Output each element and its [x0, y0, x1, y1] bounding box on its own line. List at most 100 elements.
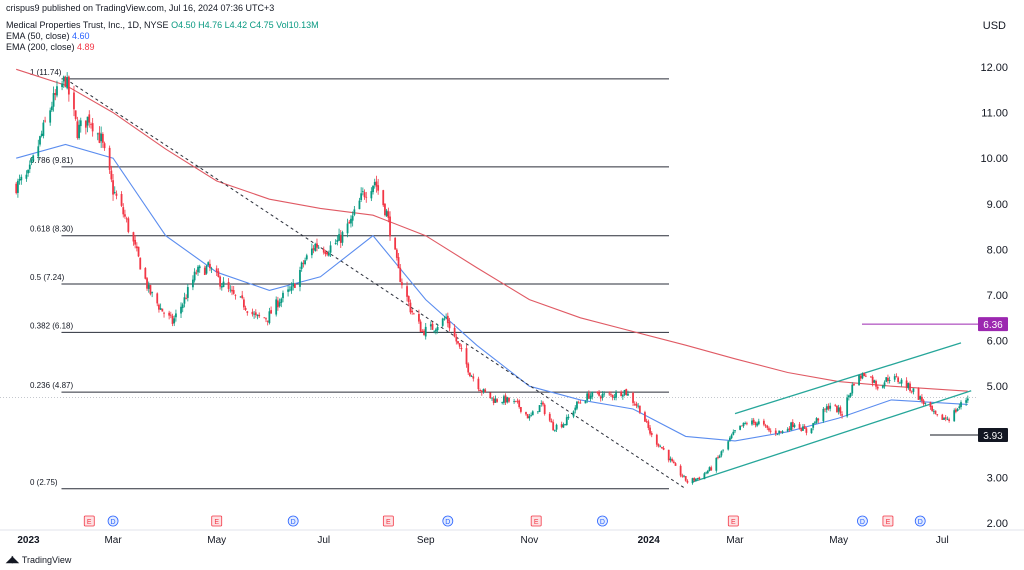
candle-body	[282, 292, 284, 299]
price-marker-badge	[978, 427, 1008, 442]
candle-body	[39, 136, 41, 145]
candle-body	[695, 478, 697, 481]
candle-body	[943, 417, 945, 420]
dividend-marker-icon[interactable]	[914, 515, 926, 527]
candle-body	[858, 375, 860, 386]
candle-body	[246, 311, 249, 313]
candle-body	[881, 385, 884, 388]
candle-body	[101, 133, 104, 143]
candle-body	[924, 402, 927, 404]
candle-body	[644, 412, 646, 422]
earnings-marker-label: E	[87, 519, 92, 526]
candle-body	[671, 459, 674, 462]
candle-body	[350, 218, 352, 224]
candle-body	[316, 243, 318, 248]
y-tick-label: 5.00	[987, 381, 1008, 393]
candle-body	[66, 77, 69, 89]
candle-body	[810, 428, 813, 434]
candle-body	[79, 120, 82, 127]
dividend-marker-icon[interactable]	[442, 515, 454, 527]
candle-body	[175, 313, 177, 318]
earnings-marker-label: E	[214, 519, 219, 526]
candle-body	[382, 190, 385, 206]
earnings-marker-icon[interactable]	[882, 515, 894, 527]
dividend-marker-icon[interactable]	[597, 515, 608, 527]
candle-body	[555, 424, 558, 430]
candle-body	[729, 437, 731, 441]
earnings-marker-icon[interactable]	[211, 515, 223, 527]
candle-body	[888, 380, 891, 381]
candle-body	[944, 417, 947, 419]
candle-body	[421, 331, 424, 332]
earnings-marker-icon[interactable]	[727, 515, 739, 527]
candle-body	[358, 200, 361, 210]
candle-body	[659, 446, 662, 448]
candle-body	[441, 318, 444, 326]
earnings-marker-icon[interactable]	[530, 515, 542, 527]
candle-body	[125, 218, 128, 220]
earnings-marker-icon[interactable]	[83, 515, 95, 527]
ema50-label: EMA (50, close)	[6, 31, 70, 41]
candle-body	[540, 403, 543, 405]
candle-body	[516, 400, 519, 402]
x-tick-label: May	[829, 535, 848, 546]
candle-body	[173, 318, 176, 324]
ema50-legend[interactable]: EMA (50, close) 4.60	[6, 31, 90, 41]
channel-upper-line	[734, 342, 962, 415]
candle-body	[491, 397, 493, 399]
candle-body	[243, 299, 245, 308]
candle-body	[620, 391, 623, 396]
candle-body	[258, 314, 261, 317]
candle-body	[791, 422, 794, 427]
fib-retracement: 1 (11.74) 0.786 (9.81) 0.618 (8.30) 0.5 (7.…	[0, 68, 978, 490]
candle-body	[197, 266, 199, 273]
candle-body	[756, 423, 758, 426]
x-tick-label: Jul	[317, 535, 330, 546]
candle-body	[514, 400, 517, 402]
symbol-line: Medical Properties Trust, Inc., 1D, NYSE…	[6, 20, 319, 30]
candle-body	[15, 183, 18, 194]
candle-body	[683, 475, 685, 477]
dividend-marker-icon[interactable]	[857, 515, 868, 527]
dividend-marker-icon[interactable]	[107, 515, 119, 527]
candle-body	[706, 470, 709, 474]
candle-body	[139, 257, 142, 270]
candle-body	[480, 390, 483, 393]
y-tick-label: 6.00	[987, 336, 1008, 348]
ema200-line	[16, 68, 968, 392]
candle-body	[803, 426, 806, 429]
candle-body	[193, 271, 196, 281]
candle-body	[610, 394, 612, 396]
candle-body	[632, 393, 634, 403]
candle-body	[455, 336, 458, 342]
fib-level-label: 0.5 (7.24)	[30, 273, 65, 282]
dividend-marker-icon[interactable]	[287, 515, 299, 527]
candle-body	[401, 282, 403, 286]
candle-body	[88, 114, 91, 123]
candle-body	[577, 402, 580, 404]
candle-body	[54, 93, 57, 95]
candle-body	[171, 315, 174, 324]
candle-body	[469, 372, 471, 376]
candle-body	[851, 384, 854, 394]
candle-body	[219, 276, 222, 287]
candle-body	[42, 122, 45, 136]
candle-body	[496, 399, 498, 402]
candle-body	[774, 430, 777, 434]
candle-body	[489, 392, 492, 399]
x-tick-label: Jul	[936, 535, 949, 546]
candle-body	[907, 383, 910, 389]
candle-body	[207, 262, 210, 266]
candle-body	[169, 314, 172, 316]
candle-body	[829, 405, 832, 409]
candle-body	[479, 389, 482, 392]
y-tick-label: 11.00	[981, 108, 1008, 120]
candle-body	[922, 400, 925, 405]
ema200-legend[interactable]: EMA (200, close) 4.89	[6, 42, 95, 52]
footer-brand[interactable]: ◢◣ TradingView	[6, 554, 71, 565]
earnings-marker-icon[interactable]	[382, 515, 394, 527]
candle-body	[365, 196, 368, 198]
candle-body	[215, 268, 218, 273]
candle-body	[955, 409, 957, 412]
